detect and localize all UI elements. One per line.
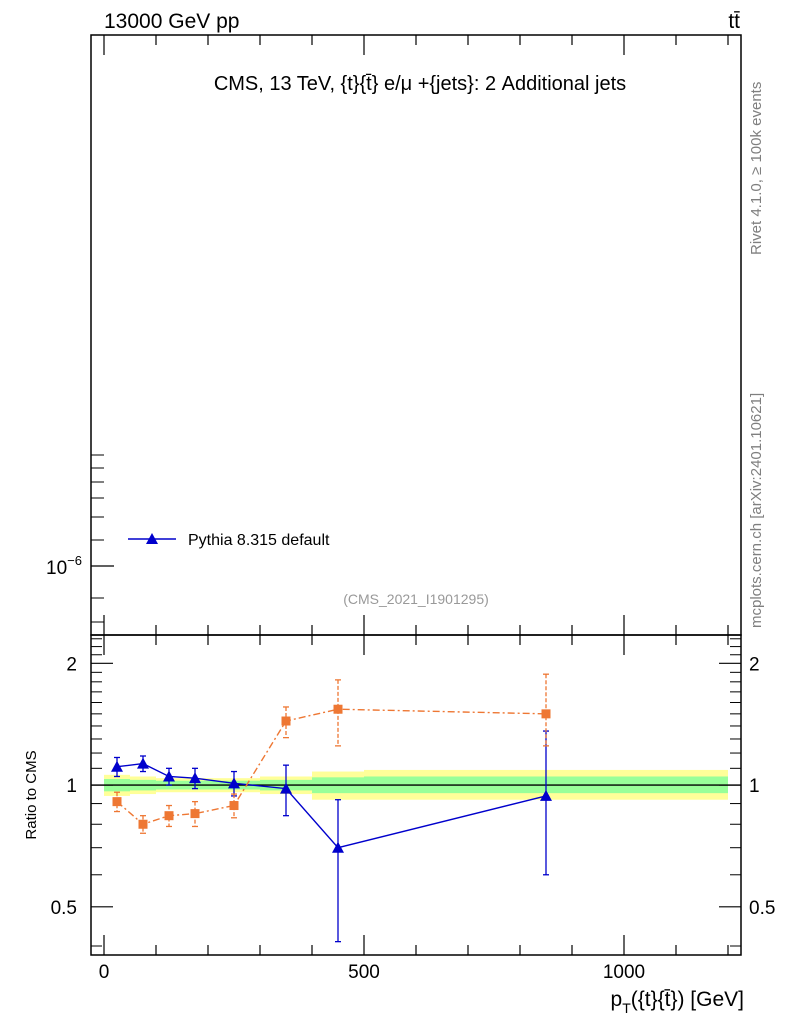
series-triangle — [111, 730, 552, 943]
y-tick-label-left: 0.5 — [51, 898, 77, 919]
data-point-square — [190, 809, 200, 819]
y-tick-label-right: 1 — [749, 776, 760, 797]
main-ytick-label: 10−6 — [46, 553, 82, 579]
data-point-triangle — [540, 789, 552, 801]
y-tick-label-left: 2 — [66, 654, 77, 675]
data-point-square — [138, 819, 148, 829]
x-tick-labels: 0 500 1000 — [99, 962, 645, 983]
series-line — [116, 708, 547, 826]
rivet-label: Rivet 4.1.0, ≥ 100k events — [748, 82, 765, 255]
y-tick-label-left: 1 — [66, 776, 77, 797]
data-point-square — [112, 797, 122, 807]
data-point-square — [164, 811, 174, 821]
ratio-axes: 0.5 0.5 1 1 2 2 — [51, 635, 775, 955]
x-tick-label: 0 — [99, 962, 110, 983]
legend: Pythia 8.315 default — [128, 532, 330, 549]
data-point-triangle — [228, 777, 240, 789]
plot-title: CMS, 13 TeV, {t}{t̄} e/μ +{jets}: 2 Addi… — [214, 73, 626, 95]
main-x-ticks — [103, 35, 729, 635]
beam-label: 13000 GeV pp — [104, 10, 239, 33]
mc-series — [111, 673, 552, 943]
analysis-id: (CMS_2021_I1901295) — [343, 591, 489, 607]
data-point-square — [229, 801, 239, 811]
main-panel: CMS, 13 TeV, {t}{t̄} e/μ +{jets}: 2 Addi… — [46, 34, 742, 636]
data-point-triangle — [332, 841, 344, 853]
mcplots-label: mcplots.cern.ch [arXiv:2401.10621] — [748, 393, 765, 628]
y-tick-label-right: 0.5 — [749, 898, 775, 919]
series-square — [112, 673, 551, 834]
ratio-ylabel: Ratio to CMS — [23, 750, 40, 839]
x-axis-label: pT({t}{t̄}) [GeV] — [611, 988, 744, 1016]
legend-label: Pythia 8.315 default — [188, 532, 330, 549]
data-point-square — [333, 704, 343, 714]
x-tick-label: 500 — [348, 962, 380, 983]
data-point-square — [281, 716, 291, 726]
x-tick-label: 1000 — [603, 962, 645, 983]
data-point-triangle — [163, 770, 175, 782]
data-point-triangle — [137, 757, 149, 769]
process-label: tt̄ — [728, 10, 740, 33]
data-point-square — [541, 709, 551, 719]
data-point-triangle — [189, 772, 201, 784]
data-point-triangle — [111, 760, 123, 772]
data-point-triangle — [280, 782, 292, 794]
legend-marker-triangle — [146, 533, 158, 544]
y-tick-label-right: 2 — [749, 654, 760, 675]
main-y-ticks — [91, 454, 114, 623]
ratio-panel: 0.5 0.5 1 1 2 2 Ratio to CMS 0 500 1000 pT({t}{… — [23, 634, 775, 1016]
